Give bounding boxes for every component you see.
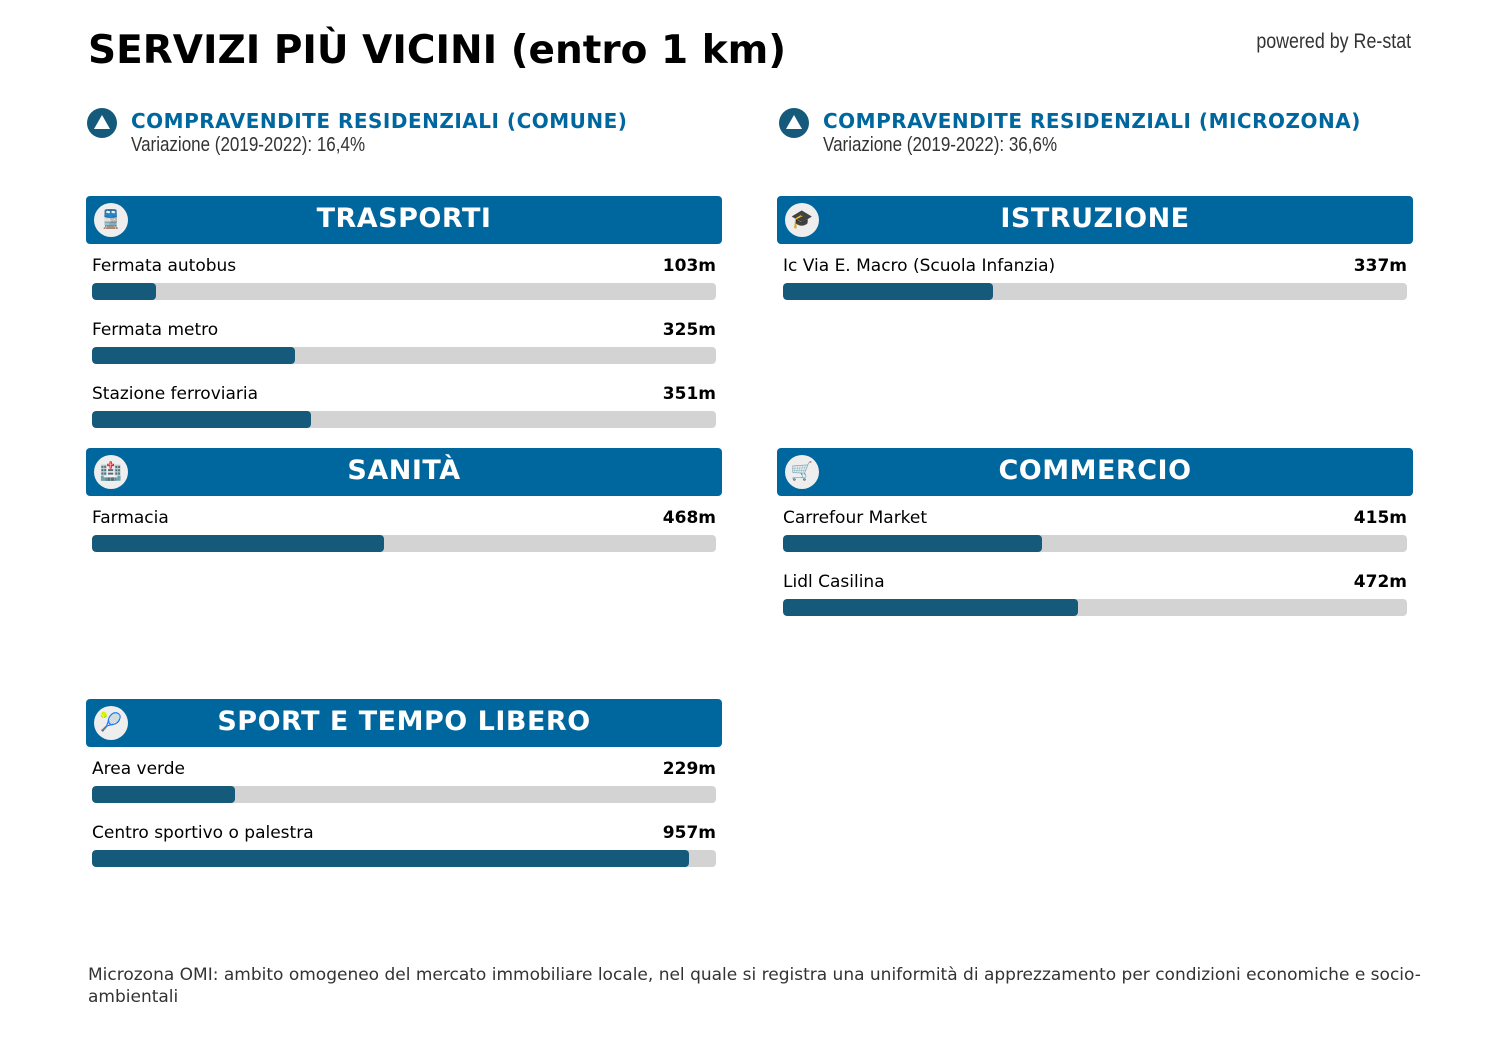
service-distance: 351m [662,384,716,404]
tennis-racket-icon: 🎾 [94,706,128,740]
distance-bar-track [783,535,1407,552]
section-header: 🎾 SPORT E TEMPO LIBERO [86,699,722,747]
service-distance: 957m [662,823,716,843]
section-istruzione: 🎓 ISTRUZIONE Ic Via E. Macro (Scuola Infan… [777,196,1413,308]
service-label: Fermata metro [92,320,219,340]
distance-bar-fill [783,599,1078,616]
kpi-value: Variazione (2019-2022): 16,4% [131,134,366,156]
distance-bar-fill [92,347,295,364]
footer-note: Microzona OMI: ambito omogeneo del merca… [88,965,1421,1007]
service-distance: 415m [1353,508,1407,528]
service-distance: 337m [1353,256,1407,276]
distance-bar-fill [783,535,1042,552]
service-item: Fermata autobus 103m [92,244,716,308]
distance-bar-fill [92,535,385,552]
distance-bar-track [783,599,1407,616]
service-distance: 103m [662,256,716,276]
service-item: Area verde 229m [92,747,716,811]
hospital-icon: 🏥 [94,455,128,489]
service-item: Ic Via E. Macro (Scuola Infanzia) 337m [783,244,1407,308]
service-item: Fermata metro 325m [92,308,716,372]
service-label: Centro sportivo o palestra [92,823,314,843]
service-distance: 229m [662,759,716,779]
distance-bar-fill [92,283,157,300]
section-header: 🏥 SANITÀ [86,448,722,496]
triangle-up-icon [87,108,117,138]
service-label: Area verde [92,759,185,779]
section-header: 🛒 COMMERCIO [777,448,1413,496]
service-label: Lidl Casilina [783,572,885,592]
distance-bar-track [92,786,716,803]
distance-bar-fill [92,786,235,803]
service-item: Lidl Casilina 472m [783,560,1407,624]
section-title: COMMERCIO [998,455,1192,486]
powered-by: powered by Re-stat [1256,30,1411,53]
section-header: 🚆 TRASPORTI [86,196,722,244]
service-label: Ic Via E. Macro (Scuola Infanzia) [783,256,1056,276]
section-title: TRASPORTI [316,203,492,234]
service-item: Carrefour Market 415m [783,496,1407,560]
distance-bar-track [783,283,1407,300]
kpi-value: Variazione (2019-2022): 36,6% [823,134,1058,156]
service-distance: 472m [1353,572,1407,592]
service-item: Stazione ferroviaria 351m [92,372,716,436]
service-label: Farmacia [92,508,169,528]
distance-bar-track [92,411,716,428]
section-title: SPORT E TEMPO LIBERO [217,706,591,737]
kpi-title: COMPRAVENDITE RESIDENZIALI (COMUNE) [131,109,628,133]
section-header: 🎓 ISTRUZIONE [777,196,1413,244]
distance-bar-track [92,347,716,364]
distance-bar-track [92,535,716,552]
section-trasporti: 🚆 TRASPORTI Fermata autobus 103m Fermata met… [86,196,722,436]
distance-bar-track [92,850,716,867]
section-sport-e-tempo-libero: 🎾 SPORT E TEMPO LIBERO Area verde 229m Centr… [86,699,722,875]
distance-bar-fill [783,283,994,300]
student-icon: 🎓 [785,203,819,237]
distance-bar-track [92,283,716,300]
section-commercio: 🛒 COMMERCIO Carrefour Market 415m Lidl Casil… [777,448,1413,624]
section-sanit-: 🏥 SANITÀ Farmacia 468m [86,448,722,560]
page-title: SERVIZI PIÙ VICINI (entro 1 km) [88,28,787,73]
service-item: Centro sportivo o palestra 957m [92,811,716,875]
cart-icon: 🛒 [785,455,819,489]
service-distance: 325m [662,320,716,340]
section-title: SANITÀ [347,455,461,486]
service-label: Stazione ferroviaria [92,384,259,404]
distance-bar-fill [92,411,312,428]
section-title: ISTRUZIONE [1000,203,1190,234]
train-icon: 🚆 [94,203,128,237]
distance-bar-fill [92,850,690,867]
service-label: Carrefour Market [783,508,928,528]
service-distance: 468m [662,508,716,528]
service-item: Farmacia 468m [92,496,716,560]
kpi-title: COMPRAVENDITE RESIDENZIALI (MICROZONA) [823,109,1361,133]
service-label: Fermata autobus [92,256,237,276]
triangle-up-icon [779,108,809,138]
